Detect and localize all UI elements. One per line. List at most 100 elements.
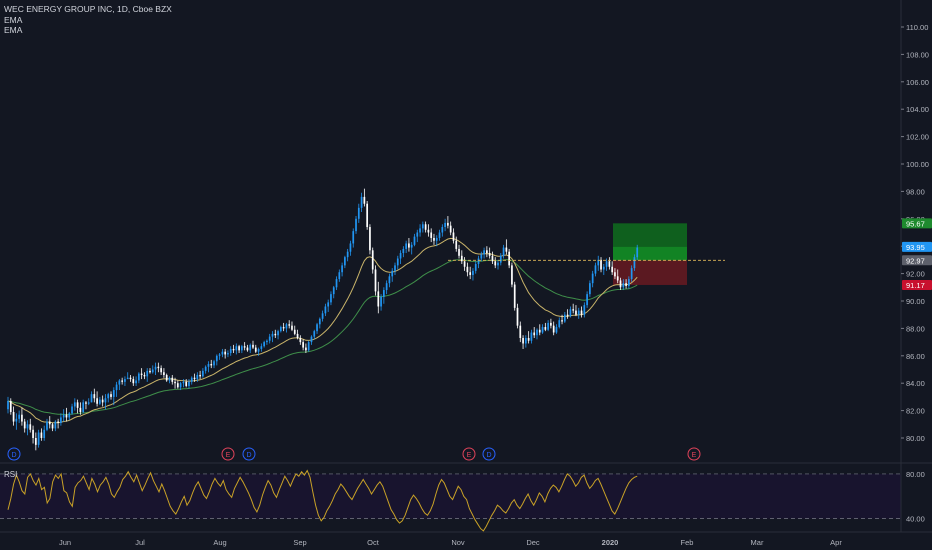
candle-body <box>474 264 477 271</box>
candle-body <box>190 377 193 382</box>
candle-body <box>82 402 85 412</box>
candle-body <box>630 268 633 280</box>
candle-body <box>444 222 446 228</box>
candle-body <box>577 310 580 315</box>
event-marker-label: E <box>226 452 231 459</box>
candle-body <box>132 379 135 384</box>
candle-body <box>327 302 330 307</box>
time-tick-label: Sep <box>293 538 306 547</box>
price-tick-label: 86.00 <box>906 352 925 361</box>
candle-body <box>438 232 441 238</box>
time-tick-label: Jun <box>59 538 71 547</box>
price-badge[interactable] <box>902 241 932 252</box>
earnings-event-icon[interactable]: E <box>462 447 476 461</box>
candle-body <box>449 225 452 233</box>
candle-body <box>179 383 182 388</box>
candle-body <box>421 224 424 229</box>
candle-body <box>107 394 110 399</box>
candle-body <box>477 258 480 265</box>
candle-body <box>628 279 630 286</box>
candle-body <box>99 399 101 404</box>
candle-body <box>541 327 544 333</box>
price-tick-label: 110.00 <box>906 23 928 32</box>
dividend-event-icon[interactable]: D <box>482 447 496 461</box>
candle-body <box>235 346 238 351</box>
candle-body <box>536 329 538 336</box>
rsi-pane-label[interactable]: RSI <box>4 470 18 479</box>
candle-body <box>575 310 577 315</box>
price-badge[interactable] <box>902 255 932 266</box>
candle-body <box>505 247 508 252</box>
symbol-title: WEC ENERGY GROUP INC, 1D, Cboe BZX <box>4 4 172 14</box>
candle-body <box>402 248 405 254</box>
candle-body <box>394 265 396 271</box>
candle-body <box>34 438 37 445</box>
candle-body <box>330 294 332 303</box>
candle-body <box>71 406 73 414</box>
candle-body <box>413 236 416 245</box>
candle-body <box>533 332 536 336</box>
candle-body <box>600 259 602 270</box>
candle-body <box>494 261 497 266</box>
candle-body <box>616 276 619 281</box>
candle-body <box>594 265 597 274</box>
candle-body <box>51 424 54 429</box>
candle-body <box>355 218 357 232</box>
ema-indicator-label[interactable]: EMA <box>4 25 23 35</box>
price-tick-label: 82.00 <box>906 407 925 416</box>
dividend-event-icon[interactable]: D <box>242 447 256 461</box>
price-tick-label: 102.00 <box>906 133 929 142</box>
candle-body <box>452 232 455 241</box>
event-marker-label: E <box>467 452 472 459</box>
price-tick-label: 92.00 <box>906 270 925 279</box>
candle-body <box>486 250 488 254</box>
candle-body <box>96 398 98 404</box>
candle-body <box>193 377 196 380</box>
price-badge[interactable] <box>902 279 932 290</box>
candle-body <box>385 283 388 291</box>
ema-slow-line <box>7 259 638 416</box>
price-badge-label: 93.95 <box>906 243 925 252</box>
price-badge-label: 95.67 <box>906 219 925 228</box>
candle-body <box>441 227 444 233</box>
candle-body <box>480 254 483 259</box>
price-tick-label: 100.00 <box>906 160 929 169</box>
candle-body <box>591 273 594 284</box>
candle-body <box>318 318 321 325</box>
candle-body <box>427 229 430 233</box>
candle-body <box>146 370 149 377</box>
candle-body <box>382 290 385 297</box>
candle-body <box>344 257 346 266</box>
candle-body <box>48 421 51 425</box>
candle-body <box>163 372 165 375</box>
candle-body <box>227 353 229 355</box>
candle-body <box>572 309 575 311</box>
candle-body <box>118 380 121 385</box>
candle-body <box>57 421 59 423</box>
dividend-event-icon[interactable]: D <box>7 447 21 461</box>
candle-body <box>43 429 46 438</box>
event-marker-label: D <box>486 452 491 459</box>
candle-body <box>458 248 460 256</box>
ema-indicator-label[interactable]: EMA <box>4 14 23 25</box>
candle-body <box>566 314 569 317</box>
candle-body <box>502 247 505 256</box>
candle-body <box>87 402 90 404</box>
candle-body <box>307 342 310 351</box>
price-badge[interactable] <box>902 218 932 229</box>
earnings-event-icon[interactable]: E <box>687 447 701 461</box>
candle-body <box>310 336 313 343</box>
candle-body <box>346 251 349 258</box>
candle-body <box>513 284 516 308</box>
candle-body <box>293 329 296 334</box>
candle-body <box>185 381 188 386</box>
candle-body <box>12 411 15 422</box>
earnings-event-icon[interactable]: E <box>221 447 235 461</box>
candle-body <box>124 379 126 382</box>
stop-loss-zone[interactable] <box>613 260 687 285</box>
price-tick-label: 80.00 <box>906 434 925 443</box>
candle-body <box>215 355 218 362</box>
candle-body <box>580 310 583 315</box>
candle-body <box>374 269 377 292</box>
